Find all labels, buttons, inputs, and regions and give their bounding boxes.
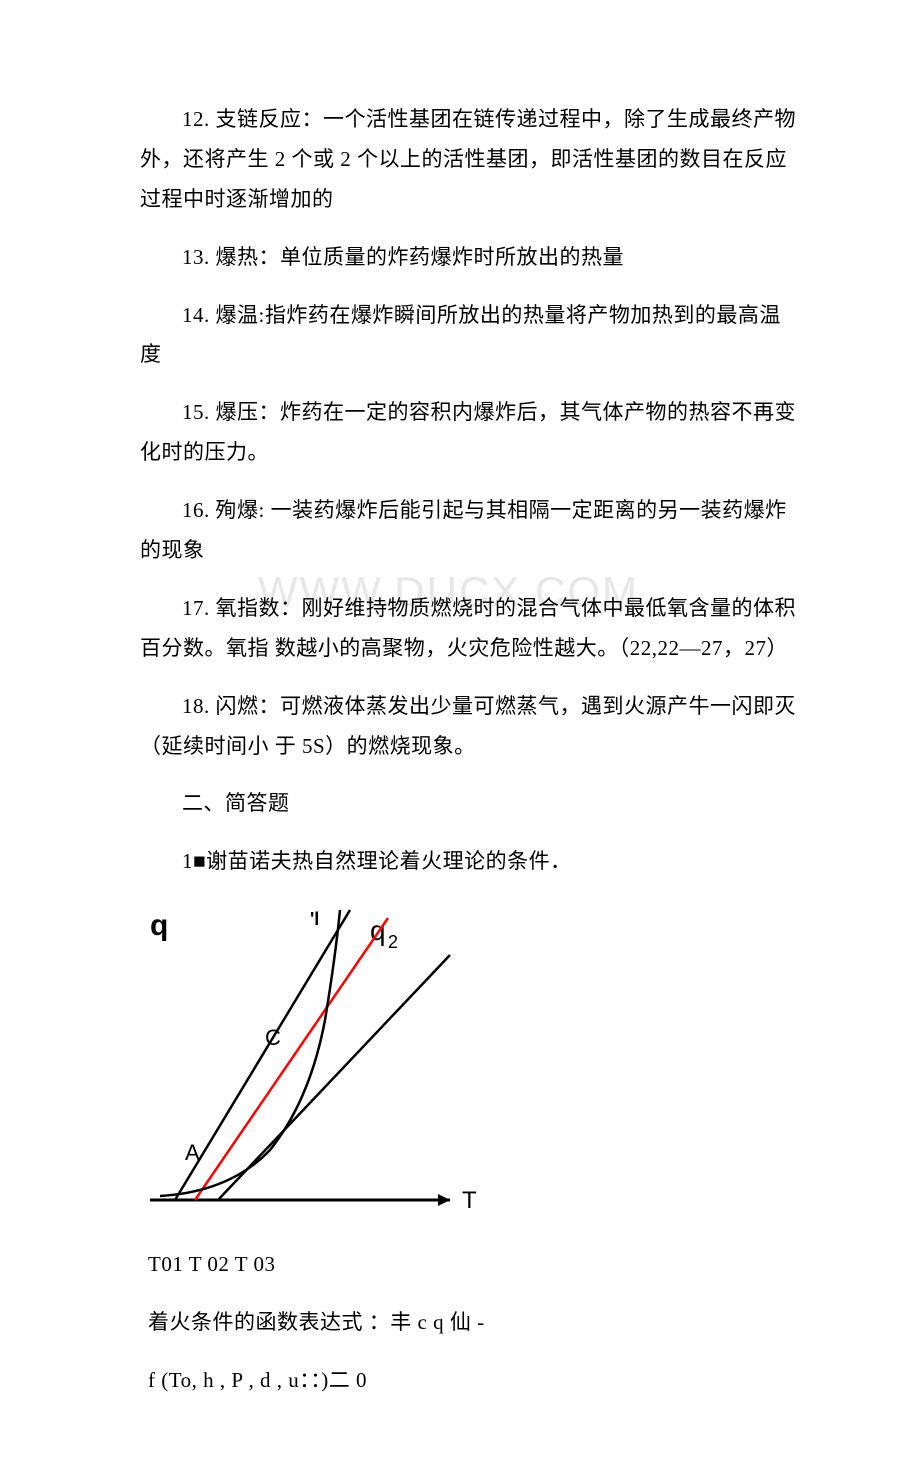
question-1: 1■谢苗诺夫热自然理论着火理论的条件． (140, 842, 800, 882)
axis-temperatures: T01 T 02 T 03 (148, 1245, 800, 1285)
definition-15: 15. 爆压：炸药在一定的容积内爆炸后，其气体产物的热容不再变化时的压力。 (140, 393, 800, 473)
definition-18: 18. 闪燃：可燃液体蒸发出少量可燃蒸气，遇到火源产牛一闪即灭（延续时间小 于 … (140, 687, 800, 767)
ignition-diagram: q 'l q 2 T C (140, 900, 800, 1235)
svg-text:2: 2 (388, 932, 398, 952)
definition-12: 12. 支链反应：一个活性基团在链传递过程中，除了生成最终产物外，还将产生 2 … (140, 100, 800, 220)
document-body: 12. 支链反应：一个活性基团在链传递过程中，除了生成最终产物外，还将产生 2 … (140, 100, 800, 1401)
definition-17: 17. 氧指数：刚好维持物质燃烧时的混合气体中最低氧含量的体积百分数。氧指 数越… (140, 589, 800, 669)
svg-text:A: A (185, 1140, 200, 1165)
definition-13: 13. 爆热：单位质量的炸药爆炸时所放出的热量 (140, 238, 800, 278)
definition-14: 14. 爆温:指炸药在爆炸瞬间所放出的热量将产物加热到的最高温度 (140, 296, 800, 376)
svg-text:'l: 'l (310, 909, 319, 929)
svg-text:T: T (462, 1187, 477, 1214)
equation-1: 着火条件的函数表达式 ：丰 c q 仙 - (148, 1303, 800, 1343)
equation-2: f (To, h , P , d , u：：)二 0 (148, 1361, 800, 1401)
svg-text:q: q (150, 909, 168, 942)
definition-16: 16. 殉爆: 一装药爆炸后能引起与其相隔一定距离的另一装药爆炸的现象 (140, 491, 800, 571)
svg-text:C: C (265, 1025, 281, 1050)
section-2-heading: 二、简答题 (140, 784, 800, 824)
